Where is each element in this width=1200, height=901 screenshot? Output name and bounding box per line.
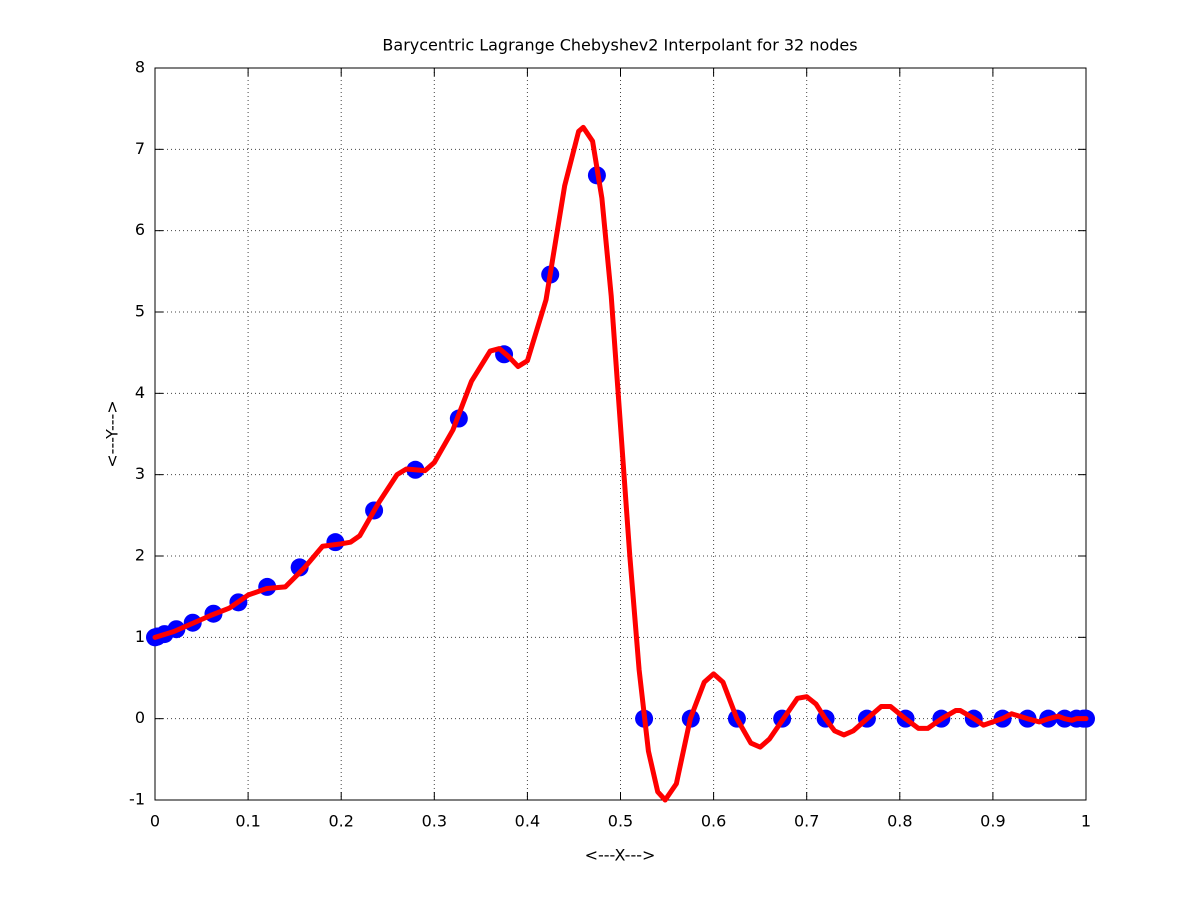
- node-marker: [290, 558, 309, 577]
- x-tick-label: 0.1: [235, 812, 260, 831]
- y-tick-label: -1: [129, 790, 145, 809]
- x-tick-label: 0.4: [515, 812, 540, 831]
- y-axis-label: <---Y--->: [103, 400, 122, 467]
- plot-frame: [154, 67, 1087, 801]
- x-axis-label: <---X--->: [585, 846, 656, 865]
- y-tick-label: 3: [135, 464, 145, 483]
- x-tick-label: 1: [1081, 812, 1091, 831]
- interpolant-line: [152, 124, 1089, 803]
- y-tick-label: 1: [135, 627, 145, 646]
- y-tick-label: 7: [135, 139, 145, 158]
- y-tick-label: 5: [135, 302, 145, 321]
- x-tick-label: 0.2: [328, 812, 353, 831]
- x-tick-label: 0.3: [422, 812, 447, 831]
- y-tick-label: 8: [135, 58, 145, 77]
- x-tick-label: 0.6: [701, 812, 726, 831]
- chart-title: Barycentric Lagrange Chebyshev2 Interpol…: [382, 36, 857, 55]
- x-tick-label: 0.5: [608, 812, 633, 831]
- x-tick-label: 0: [150, 812, 160, 831]
- y-tick-label: 6: [135, 220, 145, 239]
- x-tick-label: 0.8: [887, 812, 912, 831]
- y-tick-label: 2: [135, 546, 145, 565]
- y-tick-label: 0: [135, 708, 145, 727]
- x-tick-label: 0.7: [794, 812, 819, 831]
- x-tick-label: 0.9: [980, 812, 1005, 831]
- y-tick-label: 4: [135, 383, 145, 402]
